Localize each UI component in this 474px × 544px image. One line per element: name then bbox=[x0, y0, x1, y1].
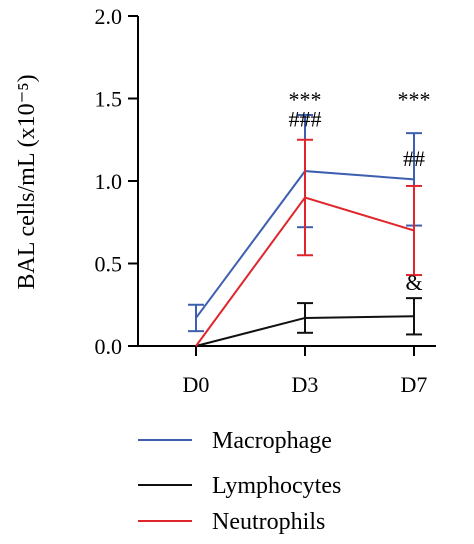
y-tick-label: 1.5 bbox=[95, 87, 123, 112]
y-axis-label: BAL cells/mL (x10⁻⁵) bbox=[14, 74, 40, 289]
error-bar-neutrophils bbox=[406, 184, 422, 277]
error-bar-neutrophils bbox=[297, 138, 313, 257]
significance-marker: & bbox=[405, 270, 422, 295]
legend-label-macrophage: Macrophage bbox=[212, 428, 332, 454]
y-tick-label: 0.0 bbox=[95, 334, 123, 359]
legend-label-lymphocytes: Lymphocytes bbox=[212, 473, 341, 499]
y-tick-label: 0.5 bbox=[95, 252, 123, 277]
legend: Macrophage Lymphocytes Neutrophils bbox=[138, 428, 341, 535]
x-tick-label: D0 bbox=[183, 372, 210, 397]
error-bar-lymphocytes bbox=[297, 302, 313, 334]
axes bbox=[137, 16, 436, 347]
significance-marker: *** bbox=[289, 87, 322, 112]
significance-marker: *** bbox=[398, 87, 431, 112]
error-bar-lymphocytes bbox=[406, 297, 422, 336]
series-lymphocytes bbox=[195, 297, 422, 347]
legend-item-lymphocytes: Lymphocytes bbox=[138, 473, 341, 499]
significance-marker: ### bbox=[289, 107, 322, 132]
x-tick-label: D3 bbox=[292, 372, 319, 397]
y-ticks: 0.0 0.5 1.0 1.5 2.0 bbox=[95, 4, 138, 359]
significance-marker: ## bbox=[403, 146, 425, 171]
x-ticks: D0 D3 D7 bbox=[183, 346, 428, 397]
annotations: ***###***##& bbox=[289, 87, 431, 295]
y-tick-label: 1.0 bbox=[95, 169, 123, 194]
legend-label-neutrophils: Neutrophils bbox=[212, 509, 325, 535]
error-bar-macrophage bbox=[188, 303, 204, 333]
x-tick-label: D7 bbox=[401, 372, 428, 397]
legend-item-macrophage: Macrophage bbox=[138, 428, 332, 454]
legend-item-neutrophils: Neutrophils bbox=[138, 509, 325, 535]
series-neutrophils bbox=[195, 138, 422, 347]
y-tick-label: 2.0 bbox=[95, 4, 123, 29]
series-layer bbox=[188, 114, 422, 347]
